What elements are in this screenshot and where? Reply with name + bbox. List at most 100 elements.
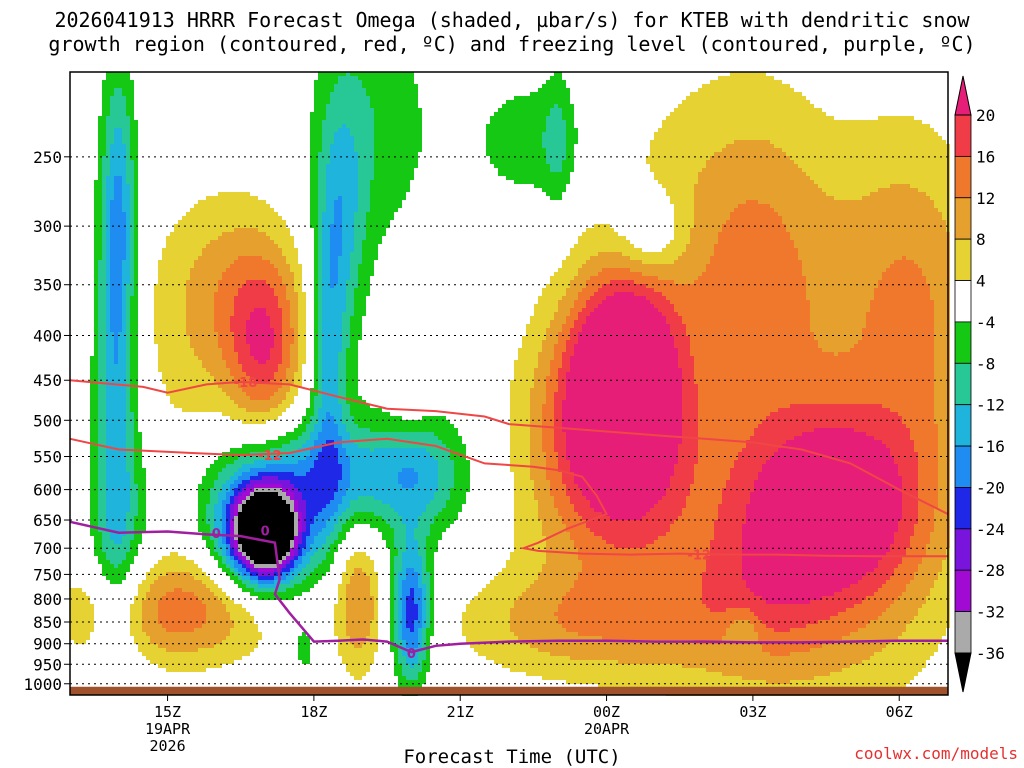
- omega-cell: [270, 252, 274, 256]
- omega-cell: [70, 632, 74, 636]
- omega-cell: [246, 300, 250, 304]
- omega-cell: [134, 348, 138, 352]
- omega-cell: [130, 240, 134, 244]
- omega-cell: [242, 416, 246, 420]
- omega-cell: [298, 588, 302, 592]
- omega-cell: [90, 432, 94, 436]
- omega-cell: [110, 164, 114, 168]
- omega-cell: [178, 396, 182, 400]
- omega-cell: [174, 564, 178, 568]
- omega-cell: [278, 236, 282, 240]
- omega-cell: [206, 584, 210, 588]
- omega-cell: [274, 472, 278, 476]
- omega-cell: [286, 304, 290, 308]
- omega-cell: [206, 208, 210, 212]
- omega-cell: [218, 352, 222, 356]
- omega-cell: [134, 396, 138, 400]
- omega-cell: [134, 256, 138, 260]
- omega-cell: [102, 88, 106, 92]
- omega-cell: [214, 232, 218, 236]
- omega-cell: [210, 296, 214, 300]
- omega-cell: [190, 364, 194, 368]
- omega-cell: [294, 580, 298, 584]
- omega-cell: [110, 464, 114, 468]
- omega-cell: [178, 588, 182, 592]
- omega-cell: [130, 296, 134, 300]
- omega-cell: [270, 500, 274, 504]
- omega-cell: [302, 464, 306, 468]
- omega-cell: [138, 640, 142, 644]
- omega-cell: [98, 248, 102, 252]
- omega-cell: [102, 144, 106, 148]
- omega-cell: [230, 556, 234, 560]
- omega-cell: [106, 252, 110, 256]
- omega-cell: [214, 660, 218, 664]
- omega-cell: [202, 236, 206, 240]
- omega-cell: [242, 476, 246, 480]
- omega-cell: [262, 456, 266, 460]
- omega-cell: [222, 548, 226, 552]
- omega-cell: [110, 112, 114, 116]
- omega-cell: [194, 652, 198, 656]
- omega-cell: [282, 568, 286, 572]
- omega-cell: [130, 136, 134, 140]
- omega-cell: [250, 576, 254, 580]
- omega-cell: [278, 460, 282, 464]
- omega-cell: [206, 580, 210, 584]
- omega-cell: [298, 348, 302, 352]
- omega-cell: [126, 104, 130, 108]
- omega-cell: [98, 204, 102, 208]
- omega-cell: [178, 652, 182, 656]
- omega-cell: [226, 600, 230, 604]
- omega-cell: [226, 652, 230, 656]
- omega-cell: [94, 288, 98, 292]
- omega-cell: [98, 424, 102, 428]
- omega-cell: [270, 580, 274, 584]
- omega-cell: [114, 228, 118, 232]
- omega-cell: [286, 392, 290, 396]
- omega-cell: [102, 352, 106, 356]
- omega-cell: [118, 312, 122, 316]
- omega-cell: [170, 388, 174, 392]
- omega-cell: [242, 460, 246, 464]
- omega-cell: [298, 536, 302, 540]
- omega-cell: [118, 544, 122, 548]
- omega-cell: [190, 392, 194, 396]
- omega-cell: [106, 164, 110, 168]
- omega-cell: [134, 500, 138, 504]
- omega-cell: [250, 556, 254, 560]
- omega-cell: [210, 664, 214, 668]
- omega-cell: [250, 588, 254, 592]
- omega-cell: [250, 272, 254, 276]
- omega-cell: [246, 348, 250, 352]
- omega-cell: [226, 340, 230, 344]
- omega-cell: [182, 608, 186, 612]
- omega-cell: [126, 80, 130, 84]
- omega-cell: [230, 412, 234, 416]
- omega-cell: [266, 220, 270, 224]
- omega-cell: [274, 360, 278, 364]
- omega-cell: [242, 392, 246, 396]
- omega-cell: [210, 212, 214, 216]
- omega-cell: [202, 604, 206, 608]
- omega-cell: [218, 404, 222, 408]
- omega-cell: [242, 648, 246, 652]
- omega-cell: [206, 312, 210, 316]
- omega-cell: [174, 400, 178, 404]
- omega-cell: [274, 404, 278, 408]
- omega-cell: [202, 536, 206, 540]
- omega-cell: [126, 428, 130, 432]
- omega-cell: [234, 628, 238, 632]
- omega-cell: [130, 212, 134, 216]
- omega-cell: [202, 320, 206, 324]
- omega-cell: [218, 300, 222, 304]
- omega-cell: [170, 604, 174, 608]
- omega-cell: [206, 596, 210, 600]
- omega-cell: [230, 604, 234, 608]
- omega-cell: [178, 632, 182, 636]
- omega-cell: [126, 396, 130, 400]
- omega-cell: [106, 120, 110, 124]
- omega-cell: [206, 484, 210, 488]
- omega-cell: [186, 656, 190, 660]
- omega-cell: [290, 300, 294, 304]
